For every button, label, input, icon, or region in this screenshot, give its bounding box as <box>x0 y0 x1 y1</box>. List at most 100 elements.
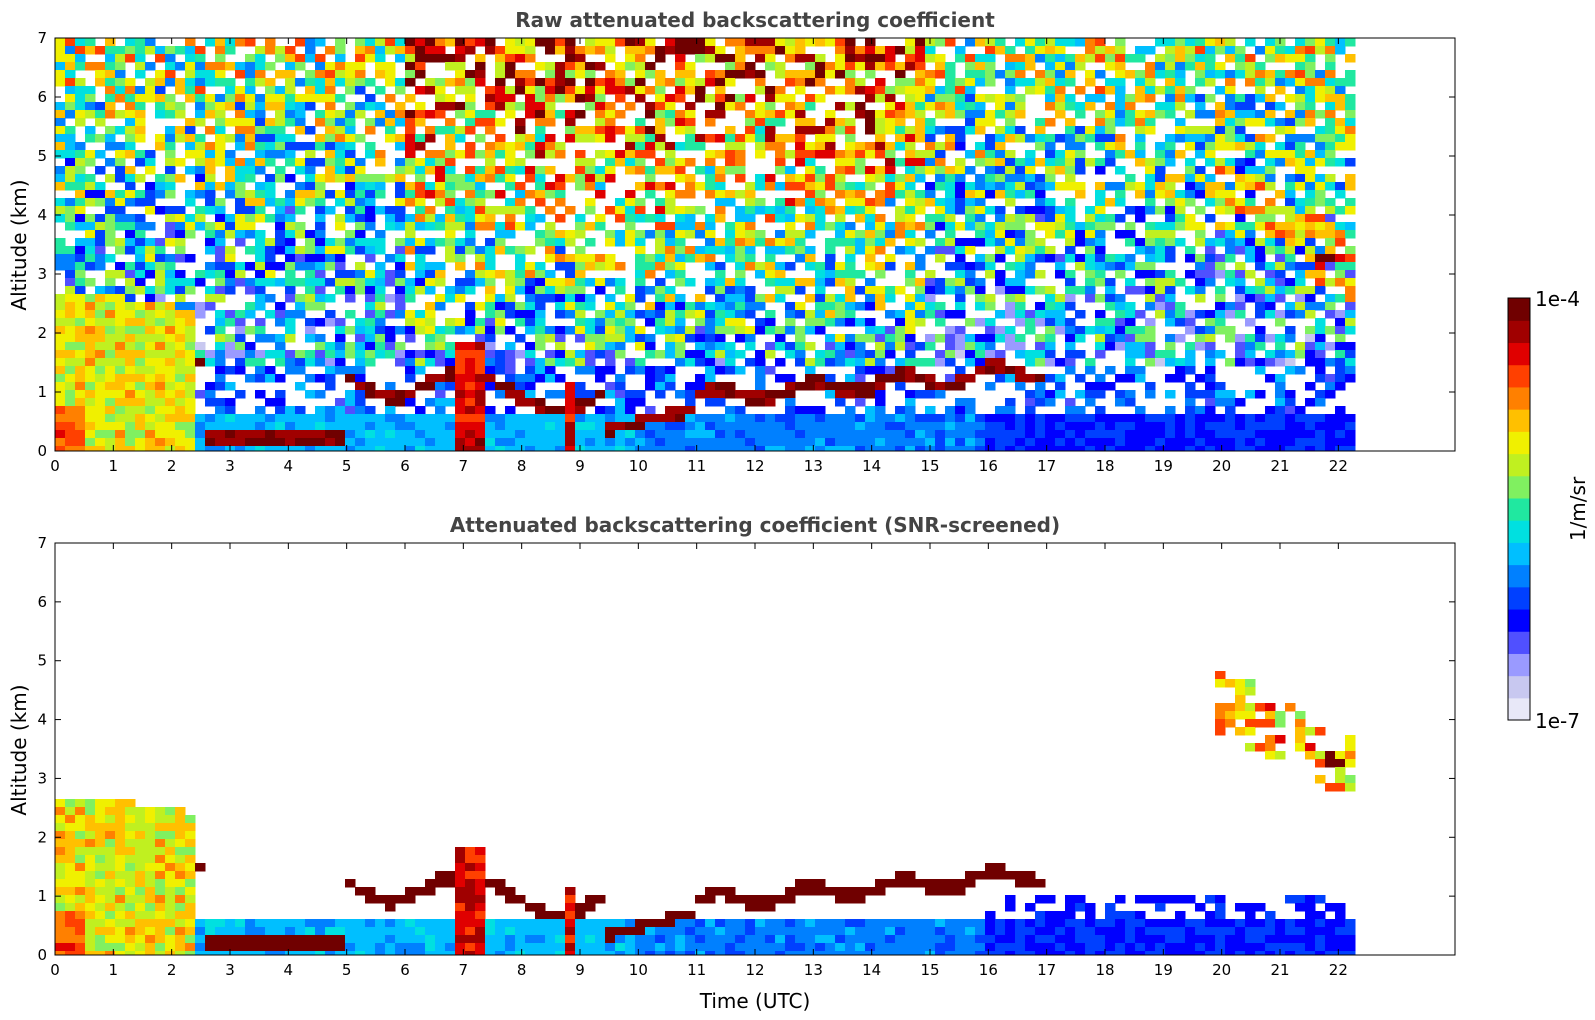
heatmap-cell <box>285 270 296 279</box>
heatmap-cell <box>185 358 196 367</box>
heatmap-cell <box>615 230 626 239</box>
heatmap-cell <box>1225 110 1236 119</box>
heatmap-cell <box>1305 398 1316 407</box>
heatmap-cell <box>455 414 466 423</box>
heatmap-cell <box>945 206 956 215</box>
heatmap-cell <box>1095 262 1106 271</box>
heatmap-cell <box>425 342 436 351</box>
heatmap-cell <box>935 358 946 367</box>
heatmap-cell <box>875 414 886 423</box>
heatmap-cell <box>1195 206 1206 215</box>
heatmap-cell <box>205 262 216 271</box>
heatmap-cell <box>415 198 426 207</box>
heatmap-cell <box>625 238 636 247</box>
heatmap-cell <box>1035 86 1046 95</box>
heatmap-cell <box>735 334 746 343</box>
heatmap-cell <box>665 150 676 159</box>
heatmap-cell <box>325 134 336 143</box>
heatmap-cell <box>815 294 826 303</box>
heatmap-cell <box>1265 438 1276 447</box>
heatmap-cell <box>1175 206 1186 215</box>
heatmap-cell <box>895 230 906 239</box>
heatmap-cell <box>395 398 406 407</box>
heatmap-cell <box>345 390 356 399</box>
heatmap-cell <box>115 318 126 327</box>
heatmap-cell <box>645 174 656 183</box>
heatmap-cell <box>655 382 666 391</box>
heatmap-cell <box>585 206 596 215</box>
heatmap-cell <box>345 406 356 415</box>
heatmap-cell <box>915 222 926 231</box>
heatmap-cell <box>685 334 696 343</box>
heatmap-cell <box>505 382 516 391</box>
heatmap-cell <box>735 326 746 335</box>
heatmap-cell <box>1235 94 1246 103</box>
heatmap-cell <box>1185 382 1196 391</box>
heatmap-cell <box>535 446 546 451</box>
heatmap-cell <box>815 302 826 311</box>
heatmap-cell <box>615 310 626 319</box>
heatmap-cell <box>325 86 336 95</box>
heatmap-cell <box>245 262 256 271</box>
heatmap-cell <box>625 358 636 367</box>
heatmap-cell <box>585 350 596 359</box>
heatmap-cell <box>665 110 676 119</box>
heatmap-cell <box>775 158 786 167</box>
heatmap-cell <box>1295 158 1306 167</box>
heatmap-cell <box>445 190 456 199</box>
heatmap-cell <box>255 318 266 327</box>
heatmap-cell <box>995 406 1006 415</box>
heatmap-cell <box>465 38 476 47</box>
heatmap-cell <box>205 326 216 335</box>
heatmap-cell <box>1095 206 1106 215</box>
heatmap-cell <box>95 318 106 327</box>
heatmap-cell <box>665 198 676 207</box>
heatmap-cell <box>1215 326 1226 335</box>
heatmap-cell <box>255 254 266 263</box>
heatmap-cell <box>95 182 106 191</box>
heatmap-cell <box>85 278 96 287</box>
heatmap-cell <box>435 422 446 431</box>
heatmap-cell <box>465 446 476 451</box>
heatmap-cell <box>925 134 936 143</box>
heatmap-cell <box>965 214 976 223</box>
heatmap-cell <box>835 102 846 111</box>
heatmap-cell <box>65 94 76 103</box>
heatmap-cell <box>925 358 936 367</box>
heatmap-cell <box>1155 70 1166 79</box>
heatmap-cell <box>1315 174 1326 183</box>
heatmap-cell <box>135 414 146 423</box>
heatmap-cell <box>1085 158 1096 167</box>
heatmap-cell <box>1265 334 1276 343</box>
heatmap-cell <box>815 182 826 191</box>
heatmap-cell <box>1305 262 1316 271</box>
heatmap-cell <box>1035 438 1046 447</box>
heatmap-cell <box>415 438 426 447</box>
heatmap-cell <box>305 358 316 367</box>
heatmap-cell <box>745 422 756 431</box>
heatmap-cell <box>845 70 856 79</box>
heatmap-cell <box>585 174 596 183</box>
heatmap-cell <box>555 342 566 351</box>
heatmap-cell <box>175 206 186 215</box>
heatmap-cell <box>595 390 606 399</box>
heatmap-cell <box>435 94 446 103</box>
heatmap-cell <box>445 134 456 143</box>
heatmap-cell <box>295 94 306 103</box>
heatmap-cell <box>595 126 606 135</box>
heatmap-cell <box>465 390 476 399</box>
heatmap-cell <box>575 150 586 159</box>
heatmap-cell <box>915 310 926 319</box>
heatmap-cell <box>755 230 766 239</box>
heatmap-cell <box>1295 150 1306 159</box>
heatmap-cell <box>1055 294 1066 303</box>
heatmap-cell <box>1095 326 1106 335</box>
heatmap-cell <box>945 78 956 87</box>
heatmap-cell <box>865 254 876 263</box>
heatmap-cell <box>255 406 266 415</box>
heatmap-cell <box>735 254 746 263</box>
heatmap-cell <box>865 174 876 183</box>
heatmap-cell <box>1095 214 1106 223</box>
heatmap-cell <box>775 150 786 159</box>
heatmap-cell <box>925 78 936 87</box>
